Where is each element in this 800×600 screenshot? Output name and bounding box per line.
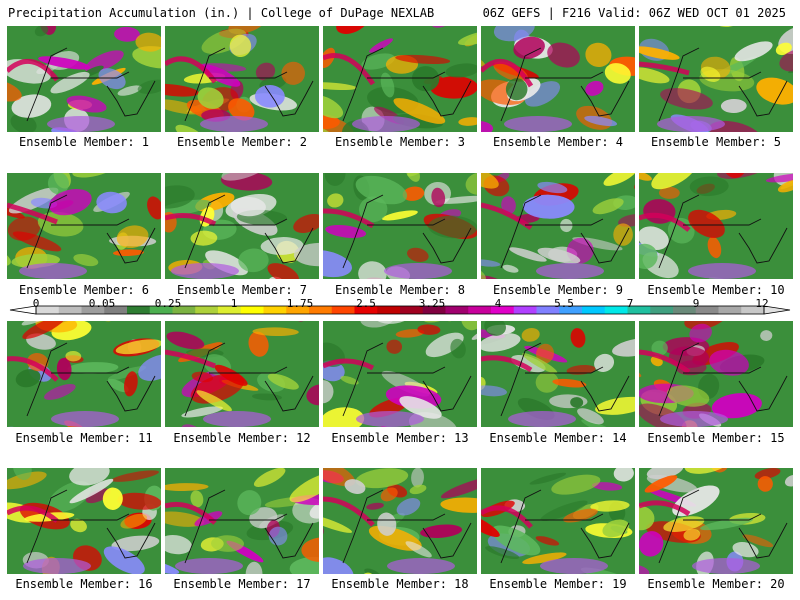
colorbar-tick-label: 2.5: [356, 297, 376, 310]
ensemble-map-17: [165, 468, 319, 574]
ensemble-map-10: [639, 173, 793, 279]
ensemble-member-label: Ensemble Member: 12: [173, 431, 311, 445]
colorbar-swatch: [650, 306, 674, 314]
colorbar-swatch: [331, 306, 355, 314]
colorbar-swatch: [218, 306, 242, 314]
colorbar-swatch: [104, 306, 128, 314]
ensemble-map-18: [323, 468, 477, 574]
colorbar-tick-label: 1.75: [286, 297, 314, 310]
ensemble-map-3: [323, 26, 477, 132]
colorbar-swatch: [149, 306, 173, 314]
colorbar-tick-label: 0: [32, 297, 40, 310]
colorbar-swatch: [468, 306, 492, 314]
ensemble-map-1: [7, 26, 161, 132]
ensemble-map-4: [481, 26, 635, 132]
ensemble-member-label: Ensemble Member: 17: [173, 577, 311, 591]
ensemble-map-12: [165, 321, 319, 427]
colorbar-swatch: [309, 306, 333, 314]
colorbar-swatch: [491, 306, 515, 314]
ensemble-map-5: [639, 26, 793, 132]
ensemble-member-label: Ensemble Member: 18: [331, 577, 469, 591]
ensemble-member-label: Ensemble Member: 20: [647, 577, 785, 591]
ensemble-member-label: Ensemble Member: 13: [331, 431, 469, 445]
ensemble-map-2: [165, 26, 319, 132]
colorbar-tick-label: 5.5: [554, 297, 574, 310]
ensemble-map-14: [481, 321, 635, 427]
colorbar-tick-label: 0.05: [88, 297, 116, 310]
map-title: Precipitation Accumulation (in.) | Colle…: [8, 6, 435, 20]
ensemble-map-15: [639, 321, 793, 427]
colorbar-swatch: [400, 306, 424, 314]
colorbar-swatch: [127, 306, 151, 314]
colorbar-tick-label: 7: [626, 297, 634, 310]
ensemble-map-7: [165, 173, 319, 279]
colorbar-swatch: [741, 306, 765, 314]
ensemble-member-label: Ensemble Member: 6: [18, 283, 150, 297]
colorbar-swatch: [81, 306, 105, 314]
colorbar-swatch: [172, 306, 196, 314]
colorbar-swatch: [195, 306, 219, 314]
colorbar-tick-label: 0.25: [154, 297, 182, 310]
colorbar-swatch: [422, 306, 446, 314]
ensemble-member-label: Ensemble Member: 10: [647, 283, 785, 297]
ensemble-member-label: Ensemble Member: 15: [647, 431, 785, 445]
ensemble-member-label: Ensemble Member: 7: [176, 283, 308, 297]
colorbar-swatch: [36, 306, 60, 314]
precip-colorbar: [9, 305, 791, 315]
colorbar-swatch: [58, 306, 82, 314]
ensemble-member-label: Ensemble Member: 11: [15, 431, 153, 445]
ensemble-map-20: [639, 468, 793, 574]
colorbar-tick-label: 4: [494, 297, 502, 310]
colorbar-swatch: [263, 306, 287, 314]
colorbar-swatch: [582, 306, 606, 314]
colorbar-swatch: [445, 306, 469, 314]
colorbar-swatch: [718, 306, 742, 314]
colorbar-swatch: [536, 306, 560, 314]
colorbar-swatch: [604, 306, 628, 314]
colorbar-tick-label: 3.25: [418, 297, 446, 310]
colorbar-tick-label: 9: [692, 297, 700, 310]
ensemble-member-label: Ensemble Member: 16: [15, 577, 153, 591]
model-run-info: 06Z GEFS | F216 Valid: 06Z WED OCT 01 20…: [482, 6, 786, 20]
ensemble-member-label: Ensemble Member: 9: [492, 283, 624, 297]
ensemble-map-6: [7, 173, 161, 279]
colorbar-swatch: [354, 306, 378, 314]
colorbar-swatch: [240, 306, 264, 314]
colorbar-swatch: [695, 306, 719, 314]
ensemble-member-label: Ensemble Member: 19: [489, 577, 627, 591]
ensemble-member-label: Ensemble Member: 1: [18, 135, 150, 149]
ensemble-member-label: Ensemble Member: 5: [650, 135, 782, 149]
colorbar-swatch: [673, 306, 697, 314]
ensemble-map-16: [7, 468, 161, 574]
ensemble-map-8: [323, 173, 477, 279]
colorbar-tick-label: 1: [230, 297, 238, 310]
ensemble-member-label: Ensemble Member: 4: [492, 135, 624, 149]
colorbar-swatch: [377, 306, 401, 314]
ensemble-member-label: Ensemble Member: 14: [489, 431, 627, 445]
colorbar-swatch: [513, 306, 537, 314]
colorbar-swatch: [286, 306, 310, 314]
ensemble-map-13: [323, 321, 477, 427]
colorbar-swatch: [627, 306, 651, 314]
colorbar-swatch: [559, 306, 583, 314]
ensemble-map-19: [481, 468, 635, 574]
ensemble-map-9: [481, 173, 635, 279]
ensemble-member-label: Ensemble Member: 3: [334, 135, 466, 149]
colorbar-tick-label: 12: [755, 297, 769, 310]
ensemble-map-11: [7, 321, 161, 427]
ensemble-member-label: Ensemble Member: 2: [176, 135, 308, 149]
ensemble-member-label: Ensemble Member: 8: [334, 283, 466, 297]
